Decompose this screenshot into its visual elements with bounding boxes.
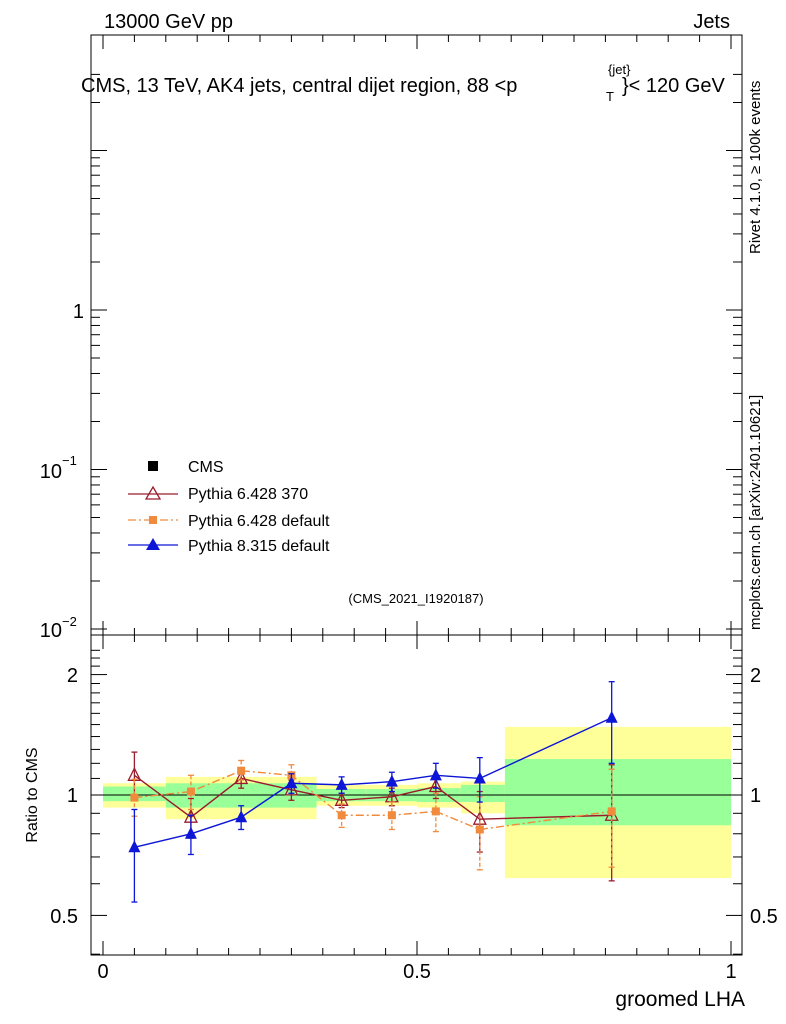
side-label-top: Rivet 4.1.0, ≥ 100k events <box>747 81 764 254</box>
x-tick-label-0: 0 <box>97 961 108 983</box>
svg-text:Pythia 8.315 default: Pythia 8.315 default <box>188 538 330 555</box>
side-label-bottom: mcplots.cern.ch [arXiv:2401.10621] <box>747 395 764 630</box>
data-point <box>429 768 442 781</box>
legend: CMS Pythia 6.428 370 Pythia 6.428 defaul… <box>128 459 330 555</box>
data-point <box>607 807 616 816</box>
ratio-series <box>127 681 619 903</box>
stat-uncertainty-band <box>504 759 731 826</box>
data-point <box>237 766 246 775</box>
title-tail: }< 120 GeV <box>622 75 726 97</box>
svg-text:CMS: CMS <box>188 459 224 476</box>
data-point <box>130 793 139 802</box>
watermark: (CMS_2021_I1920187) <box>348 591 483 606</box>
data-point <box>337 811 346 820</box>
data-point <box>128 840 141 853</box>
main-panel-ticks <box>91 35 742 635</box>
data-point <box>186 787 195 796</box>
title-sup: {jet} <box>608 62 631 77</box>
legend-entry-pythia6-default: Pythia 6.428 default <box>128 513 330 530</box>
plot-title: CMS, 13 TeV, AK4 jets, central dijet reg… <box>81 62 726 104</box>
main-y-tick-label-0.01: 10 −2 <box>40 614 77 642</box>
data-point <box>235 810 248 823</box>
svg-text:1: 1 <box>73 301 84 323</box>
data-point <box>285 776 298 789</box>
data-point <box>605 710 618 723</box>
legend-entry-cms: CMS <box>148 459 224 476</box>
svg-text:10: 10 <box>40 461 62 483</box>
legend-marker-cms <box>148 461 158 471</box>
svg-text:Pythia 6.428 370: Pythia 6.428 370 <box>188 486 308 503</box>
title-sub: T <box>606 89 614 104</box>
svg-text:−1: −1 <box>62 453 77 468</box>
x-tick-label-0.5: 0.5 <box>403 961 431 983</box>
x-tick-label-1: 1 <box>725 961 736 983</box>
data-point <box>475 825 484 834</box>
title-main: CMS, 13 TeV, AK4 jets, central dijet reg… <box>81 75 517 97</box>
svg-text:10: 10 <box>40 620 62 642</box>
legend-marker-pythia6-default <box>149 516 157 524</box>
ratio-bands <box>103 726 731 879</box>
legend-entry-pythia6-370: Pythia 6.428 370 <box>128 485 308 503</box>
data-point <box>385 774 398 787</box>
ratio-y-axis-label: Ratio to CMS <box>24 747 41 842</box>
main-y-tick-label-0.1: 10 −1 <box>40 453 77 483</box>
data-point <box>335 777 348 790</box>
legend-marker-pythia6-370 <box>144 485 162 500</box>
data-point <box>234 769 249 785</box>
ratio-y-label-left-0.5: 0.5 <box>50 906 78 928</box>
data-point <box>184 826 197 839</box>
ratio-y-label-left-1: 1 <box>67 785 78 807</box>
svg-text:−2: −2 <box>62 614 77 629</box>
data-point <box>431 807 440 816</box>
header-right: Jets <box>693 11 730 33</box>
ratio-y-label-right-2: 2 <box>750 665 761 687</box>
legend-entry-pythia8: Pythia 8.315 default <box>128 538 330 555</box>
series-2 <box>128 681 618 903</box>
stat-uncertainty-band <box>460 784 505 803</box>
svg-text:Pythia 6.428 default: Pythia 6.428 default <box>188 513 330 530</box>
ratio-panel-ticks <box>91 635 742 955</box>
x-axis-label: groomed LHA <box>615 988 745 1011</box>
ratio-y-label-right-1: 1 <box>750 785 761 807</box>
data-point <box>387 811 396 820</box>
main-y-tick-label-1: 1 <box>73 301 84 323</box>
data-point <box>473 771 486 784</box>
data-point <box>284 781 299 796</box>
ratio-y-label-right-0.5: 0.5 <box>750 906 778 928</box>
ratio-y-label-left-2: 2 <box>67 665 78 687</box>
legend-marker-pythia8 <box>146 538 160 550</box>
header-left: 13000 GeV pp <box>104 11 233 33</box>
data-point <box>428 778 443 793</box>
